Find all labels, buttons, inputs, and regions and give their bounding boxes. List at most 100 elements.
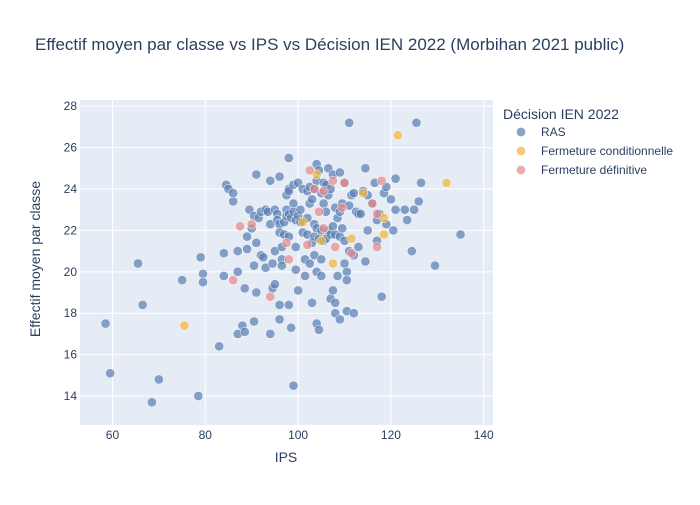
data-point[interactable]	[251, 169, 262, 180]
data-point[interactable]	[274, 314, 285, 325]
data-point[interactable]	[332, 271, 343, 281]
data-point[interactable]	[337, 223, 348, 234]
data-point[interactable]	[341, 275, 352, 285]
data-point[interactable]	[293, 285, 303, 296]
legend[interactable]: Décision IEN 2022 RAS Fermeture condition…	[503, 106, 673, 177]
data-point[interactable]	[177, 275, 187, 285]
data-point[interactable]	[258, 252, 269, 263]
data-point[interactable]	[309, 184, 320, 194]
data-point[interactable]	[100, 318, 111, 329]
data-point[interactable]	[430, 260, 440, 271]
data-point[interactable]	[267, 258, 278, 269]
data-point[interactable]	[133, 258, 143, 269]
data-point[interactable]	[360, 256, 371, 267]
data-point[interactable]	[386, 194, 396, 205]
data-point[interactable]	[307, 194, 317, 205]
data-point[interactable]	[242, 231, 252, 242]
data-point[interactable]	[283, 153, 294, 163]
data-point[interactable]	[328, 258, 338, 269]
data-point[interactable]	[328, 175, 338, 186]
data-point[interactable]	[283, 300, 294, 310]
data-point[interactable]	[376, 175, 387, 186]
data-point[interactable]	[193, 391, 204, 401]
data-point[interactable]	[147, 397, 157, 408]
data-point[interactable]	[316, 235, 327, 246]
data-point[interactable]	[239, 283, 250, 294]
data-point[interactable]	[219, 271, 229, 281]
data-point[interactable]	[246, 219, 257, 230]
data-point[interactable]	[344, 117, 354, 128]
data-point[interactable]	[379, 229, 389, 240]
data-point[interactable]	[376, 291, 387, 302]
data-point[interactable]	[295, 204, 306, 215]
data-point[interactable]	[318, 198, 329, 209]
data-point[interactable]	[335, 314, 345, 325]
data-point[interactable]	[390, 173, 401, 184]
data-point[interactable]	[399, 204, 410, 215]
data-point[interactable]	[328, 285, 338, 296]
data-point[interactable]	[346, 248, 357, 259]
data-point[interactable]	[249, 260, 259, 271]
data-point[interactable]	[328, 221, 338, 232]
data-point[interactable]	[265, 175, 276, 186]
data-point[interactable]	[348, 188, 359, 199]
data-point[interactable]	[179, 320, 190, 331]
data-point[interactable]	[137, 300, 148, 310]
data-point[interactable]	[228, 188, 238, 199]
data-point[interactable]	[300, 271, 310, 281]
data-point[interactable]	[314, 324, 324, 335]
data-point[interactable]	[393, 130, 403, 141]
data-point[interactable]	[290, 264, 301, 275]
data-point[interactable]	[304, 258, 315, 269]
data-point[interactable]	[406, 246, 417, 256]
data-point[interactable]	[288, 380, 299, 391]
data-point[interactable]	[270, 279, 280, 290]
data-point[interactable]	[232, 266, 243, 277]
data-point[interactable]	[316, 254, 327, 265]
data-point[interactable]	[274, 300, 285, 310]
data-point[interactable]	[339, 258, 350, 269]
data-point[interactable]	[362, 225, 373, 236]
data-point[interactable]	[402, 215, 413, 225]
legend-item[interactable]: RAS	[516, 125, 566, 139]
data-point[interactable]	[214, 341, 225, 352]
data-point[interactable]	[335, 167, 345, 178]
data-point[interactable]	[341, 266, 352, 277]
data-point[interactable]	[316, 271, 327, 281]
data-point[interactable]	[390, 204, 401, 215]
data-point[interactable]	[455, 229, 466, 240]
data-point[interactable]	[251, 237, 262, 248]
data-point[interactable]	[281, 237, 292, 248]
data-point[interactable]	[274, 171, 285, 182]
data-point[interactable]	[297, 217, 308, 227]
data-point[interactable]	[277, 260, 287, 271]
data-point[interactable]	[337, 202, 348, 213]
data-point[interactable]	[409, 204, 419, 215]
data-point[interactable]	[228, 196, 238, 207]
data-point[interactable]	[441, 177, 452, 188]
data-point[interactable]	[413, 196, 424, 207]
data-point[interactable]	[228, 275, 238, 285]
data-point[interactable]	[346, 233, 357, 244]
data-point[interactable]	[353, 242, 364, 252]
data-point[interactable]	[265, 291, 276, 302]
data-point[interactable]	[195, 252, 206, 263]
data-point[interactable]	[348, 308, 359, 319]
data-point[interactable]	[249, 316, 259, 327]
data-point[interactable]	[219, 248, 229, 259]
data-point[interactable]	[304, 165, 315, 176]
data-point[interactable]	[314, 206, 324, 217]
data-point[interactable]	[265, 329, 276, 339]
data-point[interactable]	[330, 298, 341, 308]
data-point[interactable]	[367, 198, 378, 209]
data-point[interactable]	[198, 277, 208, 288]
data-point[interactable]	[232, 246, 243, 256]
data-point[interactable]	[358, 188, 368, 199]
data-point[interactable]	[251, 287, 262, 298]
data-point[interactable]	[242, 244, 252, 254]
data-point[interactable]	[239, 326, 250, 337]
data-point[interactable]	[283, 254, 294, 265]
legend-item[interactable]: Fermeture conditionnelle	[516, 144, 673, 158]
data-point[interactable]	[339, 177, 350, 188]
data-point[interactable]	[290, 242, 301, 252]
